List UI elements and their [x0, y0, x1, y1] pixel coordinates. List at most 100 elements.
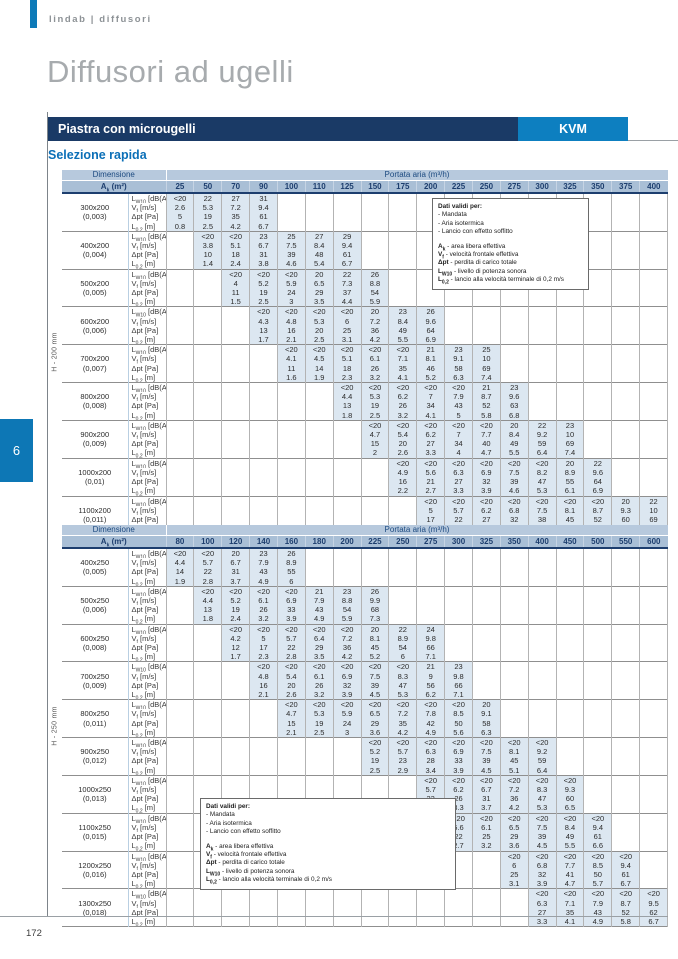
value-cell	[276, 448, 306, 459]
value-cell	[276, 785, 306, 795]
value-cell: 52	[471, 401, 501, 411]
table-row: L0,2 [m] 1.8 2.5 3.2 4.1 5 5.8 6.8	[62, 410, 668, 421]
airflow-header: Portata aria (m³/h)	[166, 525, 668, 536]
value-cell	[639, 316, 668, 326]
value-cell	[639, 250, 668, 260]
value-cell	[193, 680, 223, 691]
value-cell: 6.5	[555, 803, 585, 814]
table-row: Vf [m/s] 4.3 4.8 5.3 6 7.2 8.4 9.6	[62, 316, 668, 326]
value-cell: 7.2	[221, 203, 251, 213]
value-cell: 54	[332, 605, 362, 615]
value-cell: 6.7	[249, 241, 278, 251]
metric-label: Vf [m/s]	[127, 671, 166, 681]
value-cell: 5.6	[444, 727, 473, 738]
value-cell	[332, 514, 362, 525]
value-cell: 1.4	[193, 259, 223, 270]
value-cell: 3	[332, 727, 362, 738]
value-cell: 4.5	[527, 841, 557, 851]
value-cell: 3.2	[249, 614, 278, 625]
value-cell	[165, 495, 195, 506]
value-cell: 6.5	[360, 709, 390, 719]
dimension-cell: 400x200 (0,004)	[62, 230, 128, 270]
value-cell: 7.5	[527, 505, 557, 515]
value-cell: 6.3	[527, 898, 557, 908]
value-cell	[611, 297, 641, 307]
column-header: 400	[639, 180, 668, 194]
dimension-area: (0,016)	[82, 869, 107, 879]
value-cell: <20	[583, 888, 613, 899]
value-cell: 55	[555, 477, 585, 487]
value-cell	[165, 623, 195, 634]
value-cell	[221, 401, 251, 411]
value-cell: 9.9	[360, 596, 390, 606]
value-cell: 50	[583, 869, 613, 880]
value-cell	[499, 585, 529, 597]
value-cell	[193, 467, 223, 478]
metric-label: Δpt [Pa]	[127, 250, 166, 260]
value-cell: 50	[444, 718, 473, 728]
value-cell	[165, 278, 195, 289]
value-cell: 3.2	[360, 372, 390, 383]
value-cell	[193, 727, 223, 738]
dimension-area: (0,013)	[82, 794, 107, 804]
value-cell: 2.9	[388, 765, 418, 776]
value-cell: <20	[360, 699, 390, 710]
value-cell	[611, 756, 641, 766]
value-cell: 23	[444, 344, 473, 355]
value-cell	[332, 419, 362, 431]
table-row: 900x200(0,009)LW10 [dB(A)]<20<20<20<20<2…	[62, 419, 668, 459]
value-cell: 20	[221, 547, 251, 559]
value-cell	[332, 888, 362, 899]
value-cell	[611, 747, 641, 757]
value-cell: 6.3	[416, 747, 446, 757]
table-row: Δpt [Pa] 13 16 20 25 36 49 64	[62, 325, 668, 336]
value-cell	[304, 785, 334, 795]
value-cell	[388, 268, 418, 279]
value-cell: 5.9	[332, 709, 362, 719]
value-cell	[165, 457, 195, 468]
value-cell: <20	[499, 850, 529, 861]
value-cell	[360, 192, 390, 204]
value-cell	[193, 268, 223, 279]
value-cell: 4.2	[499, 803, 529, 814]
metric-label: L0,2 [m]	[127, 259, 166, 270]
value-cell: 0.8	[165, 221, 195, 232]
value-cell	[639, 794, 668, 804]
value-cell	[388, 774, 418, 786]
table-row: Δpt [Pa] 11 14 18 26 35 46 58 69	[62, 363, 668, 373]
value-cell	[444, 576, 473, 587]
value-cell: 6	[499, 860, 529, 870]
metric-label: LW10 [dB(A)]	[127, 192, 166, 204]
table-row: Δpt [Pa] 15 19 24 29 35 42 50 58	[62, 718, 668, 728]
table-row: 1000x250(0,013)LW10 [dB(A)]<20<20<20<20<…	[62, 774, 668, 814]
value-cell	[611, 680, 641, 691]
value-cell: 43	[583, 907, 613, 917]
value-cell	[471, 297, 501, 307]
value-cell	[555, 392, 585, 402]
value-cell	[165, 888, 195, 899]
value-cell: <20	[471, 457, 501, 468]
value-cell: 4.9	[416, 727, 446, 738]
value-cell	[276, 737, 306, 748]
dimension-cell: 1300x250 (0,018)	[62, 888, 128, 927]
value-cell: 54	[360, 288, 390, 298]
value-cell: 1.5	[221, 297, 251, 307]
value-cell	[611, 401, 641, 411]
table-row: 900x250(0,012)LW10 [dB(A)]<20<20<20<20<2…	[62, 737, 668, 776]
value-cell	[221, 671, 251, 681]
value-cell	[499, 614, 529, 625]
value-cell	[165, 306, 195, 317]
note-legend-line: L0,2 - lancio alla velocità terminale di…	[438, 276, 564, 286]
value-cell	[165, 841, 195, 851]
value-cell	[444, 652, 473, 662]
value-cell	[332, 765, 362, 776]
value-cell	[555, 623, 585, 634]
value-cell	[388, 212, 418, 222]
value-cell	[611, 241, 641, 251]
table-row: Vf [m/s] 4.4 5.7 6.7 7.9 8.9	[62, 558, 668, 568]
value-cell	[471, 558, 501, 568]
header-row-1: Dimensione Portata aria (m³/h)	[62, 170, 668, 181]
value-cell	[611, 812, 641, 823]
table-row: Δpt [Pa] 13 19 26 33 43 54 68	[62, 605, 668, 615]
value-cell	[555, 765, 585, 776]
